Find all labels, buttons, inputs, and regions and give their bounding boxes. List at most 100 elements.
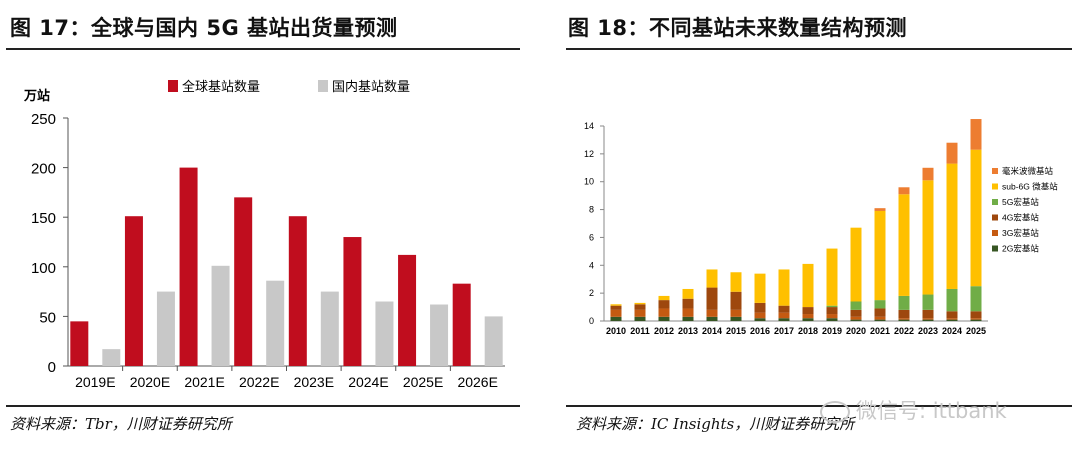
y-tick-label: 8	[589, 205, 594, 215]
stacked-bar-segment	[826, 307, 838, 315]
stacked-bar-segment	[634, 302, 646, 305]
stacked-bar-segment	[922, 318, 934, 320]
stacked-bar-segment	[850, 227, 862, 302]
stacked-bar-segment	[898, 187, 910, 195]
y-tick-label: 12	[584, 149, 594, 159]
title-rule	[566, 48, 1072, 50]
bar	[398, 254, 417, 366]
stacked-bar-segment	[946, 319, 958, 321]
x-tick-label: 2017	[774, 326, 794, 336]
x-tick-label: 2022E	[239, 374, 279, 390]
stacked-bar-segment	[634, 309, 646, 317]
legend-swatch	[992, 245, 998, 252]
stacked-bar-segment	[754, 302, 766, 313]
source-note: 资料来源：Tbr，川财证券研究所	[10, 415, 232, 433]
stacked-bar-segment	[922, 309, 934, 319]
x-tick-label: 2014	[702, 326, 722, 336]
stacked-bar-segment	[802, 318, 814, 321]
bar	[320, 291, 339, 366]
legend-label: 毫米波微基站	[1002, 166, 1054, 176]
stacked-bar-segment	[754, 318, 766, 321]
stacked-bar-segment	[754, 273, 766, 303]
bar	[234, 197, 253, 366]
stacked-bar-segment	[706, 316, 718, 321]
stacked-bar-segment	[754, 312, 766, 319]
y-tick-label: 6	[589, 232, 594, 242]
legend-swatch	[992, 214, 998, 221]
bar	[179, 167, 198, 366]
stacked-bar-segment	[922, 319, 934, 321]
stacked-bar-segment	[778, 318, 790, 321]
stacked-bar-segment	[802, 307, 814, 315]
chart-panel-global-domestic: 图 17：全球与国内 5G 基站出货量预测 万站 0 50 100 150 200 250 2…	[0, 0, 528, 459]
stacked-bar-segment	[802, 263, 814, 308]
x-tick-label: 2019	[822, 326, 842, 336]
x-tick-label: 2022	[894, 326, 914, 336]
legend-label: sub-6G 微基站	[1002, 182, 1058, 192]
stacked-bar-segment	[898, 309, 910, 319]
watermark-text: 微信号: ittbank	[856, 399, 1007, 423]
stacked-bar-segment	[874, 319, 886, 321]
stacked-bar-segment	[610, 316, 622, 321]
stacked-bar-segment	[730, 291, 742, 310]
stacked-bar-segment	[610, 304, 622, 306]
stacked-bar-segment	[730, 316, 742, 321]
stacked-bar-segment	[946, 163, 958, 289]
x-tick-label: 2011	[630, 326, 650, 336]
stacked-bar-segment	[730, 272, 742, 292]
stacked-bar-segment	[898, 318, 910, 320]
stacked-bar-segment	[706, 269, 718, 288]
stacked-bar-segment	[922, 167, 934, 181]
stacked-bar-segment	[850, 319, 862, 321]
x-tick-label: 2020E	[130, 374, 170, 390]
stacked-bar-segment	[658, 316, 670, 321]
stacked-bar-segment	[730, 309, 742, 317]
stacked-bar-segment	[874, 300, 886, 309]
stacked-bar-segment	[826, 314, 838, 319]
y-tick-label: 2	[589, 288, 594, 298]
x-tick-label: 2024	[942, 326, 962, 336]
stacked-bar-chart-base-stations: 0 2 4 6 8 10 12 14 2010 2011 2012 2013 2014 2015 2016 2…	[584, 119, 1058, 336]
x-tick-label: 2023E	[294, 374, 334, 390]
stacked-bar-segment	[898, 295, 910, 310]
x-tick-label: 2012	[654, 326, 674, 336]
bar	[484, 316, 503, 366]
wechat-icon	[820, 401, 850, 423]
x-tick-label: 2026E	[457, 374, 497, 390]
stacked-bar-segment	[970, 149, 982, 287]
stacked-bar-segment	[946, 318, 958, 320]
stacked-bar-segment	[970, 119, 982, 150]
legend-label: 3G宏基站	[1002, 228, 1039, 238]
stacked-bar-segment	[826, 248, 838, 306]
stacked-bar-segment	[778, 269, 790, 306]
stacked-bar-segment	[874, 316, 886, 320]
legend-swatch	[318, 80, 328, 92]
stacked-bar-segment	[778, 312, 790, 319]
legend-label: 2G宏基站	[1002, 244, 1039, 254]
stacked-bar-segment	[682, 288, 694, 299]
stacked-bar-segment	[946, 142, 958, 164]
chart-panel-base-station-structure: 图 18：不同基站未来数量结构预测 0 2 4 6 8 10 12 14 2010 2011 201…	[560, 0, 1080, 459]
x-tick-label: 2019E	[75, 374, 115, 390]
y-tick-label: 10	[584, 177, 594, 187]
legend-label: 4G宏基站	[1002, 213, 1039, 223]
legend-swatch	[168, 80, 178, 92]
y-tick-label: 0	[589, 316, 594, 326]
stacked-bar-segment	[706, 309, 718, 317]
bar	[70, 321, 89, 366]
y-tick-label: 14	[584, 121, 594, 131]
y-axis-unit-label: 万站	[23, 88, 50, 103]
legend-swatch	[992, 168, 998, 174]
y-tick-label: 250	[31, 111, 56, 128]
watermark: 微信号: ittbank	[820, 395, 1007, 425]
figure-title: 图 17：全球与国内 5G 基站出货量预测	[10, 16, 398, 40]
y-tick-label: 150	[31, 210, 56, 227]
y-tick-label: 4	[589, 260, 594, 270]
x-tick-label: 2021	[870, 326, 890, 336]
stacked-bar-segment	[610, 305, 622, 310]
figure-title: 图 18：不同基站未来数量结构预测	[568, 16, 908, 40]
x-tick-label: 2015	[726, 326, 746, 336]
y-tick-label: 100	[31, 260, 56, 277]
stacked-bar-segment	[970, 286, 982, 312]
x-tick-label: 2018	[798, 326, 818, 336]
